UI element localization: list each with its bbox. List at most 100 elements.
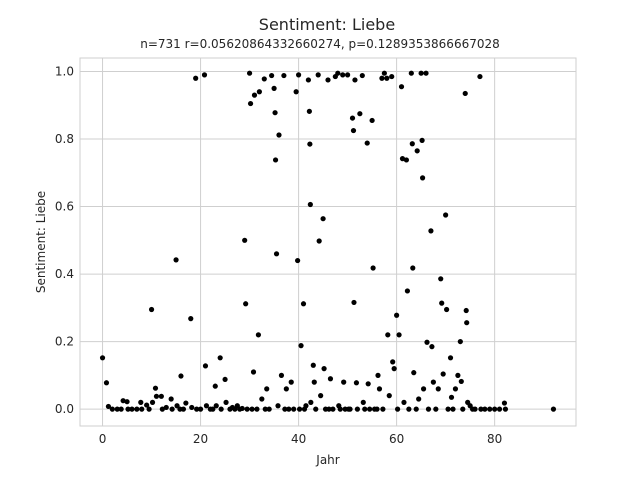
data-point bbox=[169, 406, 175, 412]
data-point bbox=[183, 400, 189, 406]
data-point bbox=[369, 117, 375, 124]
data-point bbox=[239, 405, 245, 412]
data-point bbox=[464, 320, 470, 326]
data-point bbox=[389, 73, 395, 80]
chart-subtitle: n=731 r=0.05620864332660274, p=0.1289353… bbox=[140, 37, 500, 51]
data-point bbox=[347, 406, 353, 412]
data-point bbox=[269, 72, 275, 79]
data-point bbox=[357, 111, 363, 117]
data-point bbox=[307, 201, 313, 208]
data-point bbox=[242, 237, 248, 243]
data-point bbox=[502, 406, 509, 412]
data-point bbox=[406, 406, 412, 412]
data-point bbox=[410, 265, 416, 271]
data-point bbox=[325, 77, 331, 83]
data-point bbox=[296, 406, 303, 412]
data-point bbox=[457, 338, 463, 345]
data-point bbox=[401, 399, 407, 405]
data-point bbox=[452, 386, 459, 392]
data-point bbox=[435, 386, 441, 392]
data-point bbox=[341, 379, 347, 385]
x-tick-label: 0 bbox=[99, 432, 107, 446]
data-point bbox=[478, 406, 484, 412]
data-point bbox=[398, 84, 405, 90]
data-point bbox=[249, 406, 255, 412]
data-point bbox=[188, 316, 194, 322]
data-point bbox=[286, 406, 292, 412]
data-point bbox=[210, 406, 216, 412]
data-point bbox=[278, 372, 285, 378]
data-point bbox=[144, 402, 150, 408]
data-point bbox=[429, 344, 435, 350]
data-point bbox=[380, 406, 386, 412]
data-point bbox=[350, 127, 357, 134]
data-point bbox=[300, 301, 307, 307]
data-point bbox=[381, 70, 387, 76]
data-point bbox=[399, 156, 406, 162]
data-point bbox=[298, 343, 304, 349]
data-point bbox=[306, 108, 312, 114]
y-tick-label: 0.2 bbox=[55, 335, 74, 349]
data-point bbox=[345, 72, 351, 78]
data-point bbox=[438, 276, 444, 282]
data-point bbox=[202, 363, 209, 369]
data-point bbox=[394, 312, 400, 318]
data-point bbox=[293, 89, 299, 95]
data-point bbox=[174, 403, 180, 409]
data-point bbox=[288, 379, 294, 385]
y-tick-label: 0.8 bbox=[55, 132, 74, 146]
data-point bbox=[125, 406, 131, 412]
data-point bbox=[244, 406, 250, 412]
data-point bbox=[217, 355, 223, 361]
data-point bbox=[118, 406, 124, 412]
y-tick-label: 0.4 bbox=[55, 267, 74, 281]
data-point bbox=[203, 403, 210, 409]
data-point bbox=[463, 307, 469, 314]
data-point bbox=[295, 72, 302, 78]
data-point bbox=[460, 406, 466, 412]
data-point bbox=[271, 85, 277, 91]
data-point bbox=[374, 406, 380, 412]
data-point bbox=[103, 380, 110, 386]
data-point bbox=[311, 379, 317, 385]
data-point bbox=[158, 393, 164, 399]
data-point bbox=[315, 72, 321, 78]
data-point bbox=[364, 140, 370, 146]
data-point bbox=[408, 70, 414, 76]
data-point bbox=[114, 406, 120, 412]
data-point bbox=[168, 396, 174, 402]
data-point bbox=[414, 148, 420, 154]
x-tick-label: 20 bbox=[193, 432, 208, 446]
data-point bbox=[419, 175, 426, 181]
data-point bbox=[367, 406, 373, 412]
data-point bbox=[496, 406, 503, 412]
grid-lines bbox=[80, 58, 576, 426]
data-point bbox=[153, 393, 160, 399]
y-axis-label: Sentiment: Liebe bbox=[34, 191, 48, 293]
data-point bbox=[330, 406, 336, 412]
data-point bbox=[403, 157, 410, 163]
data-point bbox=[416, 396, 422, 402]
data-point bbox=[222, 376, 228, 383]
data-point bbox=[308, 399, 314, 405]
data-point bbox=[351, 299, 357, 306]
data-point bbox=[262, 406, 268, 412]
data-point bbox=[472, 406, 478, 412]
data-point bbox=[273, 251, 280, 257]
data-point bbox=[359, 72, 365, 79]
data-point bbox=[180, 406, 187, 412]
data-point bbox=[256, 89, 262, 95]
data-point bbox=[307, 141, 313, 147]
data-point bbox=[445, 406, 451, 412]
data-point bbox=[291, 406, 297, 412]
data-point bbox=[223, 399, 229, 405]
data-point bbox=[247, 100, 254, 107]
data-point bbox=[337, 406, 343, 412]
data-point bbox=[197, 406, 204, 412]
data-point bbox=[353, 380, 360, 386]
data-point bbox=[246, 70, 253, 76]
data-point bbox=[139, 406, 145, 412]
data-point bbox=[409, 141, 415, 147]
data-point bbox=[321, 366, 327, 372]
